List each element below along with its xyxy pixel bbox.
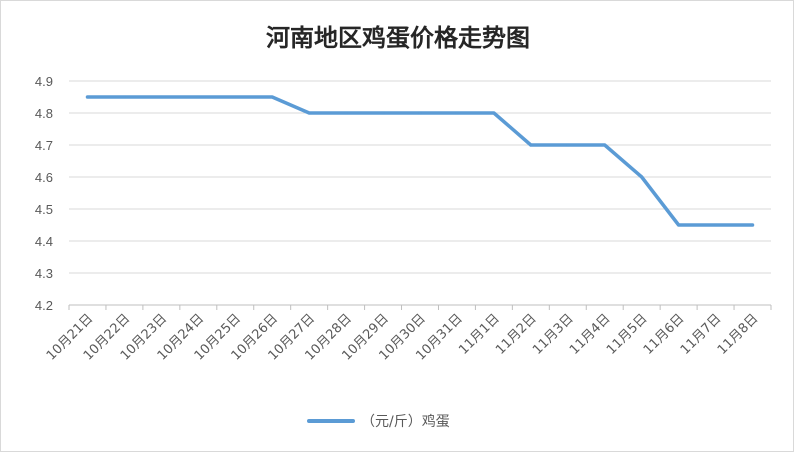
y-axis-ticks: 4.2 4.3 4.4 4.5 4.6 4.7 4.8 4.9 — [35, 74, 53, 313]
data-point — [714, 223, 718, 227]
chart-title: 河南地区鸡蛋价格走势图 — [266, 23, 530, 52]
data-point — [566, 143, 570, 147]
data-point — [159, 95, 163, 99]
grid-lines — [69, 80, 771, 306]
y-tick-label: 4.8 — [35, 106, 53, 121]
data-point — [529, 143, 533, 147]
data-point — [85, 95, 89, 99]
data-point — [344, 111, 348, 115]
data-point — [640, 175, 644, 179]
x-tick-label: 11月8日 — [715, 311, 762, 358]
data-point — [455, 111, 459, 115]
y-tick-label: 4.3 — [35, 266, 53, 281]
legend-label: （元/斤）鸡蛋 — [361, 413, 450, 430]
data-point — [418, 111, 422, 115]
y-tick-label: 4.9 — [35, 74, 53, 89]
data-point — [381, 111, 385, 115]
legend: （元/斤）鸡蛋 — [307, 413, 450, 430]
series-line — [85, 95, 755, 227]
data-point — [270, 95, 274, 99]
data-point — [492, 111, 496, 115]
data-point — [196, 95, 200, 99]
data-point — [603, 143, 607, 147]
data-point — [307, 111, 311, 115]
data-point — [751, 223, 755, 227]
y-tick-label: 4.7 — [35, 138, 53, 153]
x-axis: 10月21日10月22日10月23日10月24日10月25日10月26日10月2… — [44, 305, 772, 364]
y-tick-label: 4.5 — [35, 202, 53, 217]
data-point — [233, 95, 237, 99]
y-tick-label: 4.2 — [35, 298, 53, 313]
y-tick-label: 4.4 — [35, 234, 53, 249]
y-tick-label: 4.6 — [35, 170, 53, 185]
series-lines — [85, 95, 755, 227]
data-point — [677, 223, 681, 227]
data-point — [122, 95, 126, 99]
